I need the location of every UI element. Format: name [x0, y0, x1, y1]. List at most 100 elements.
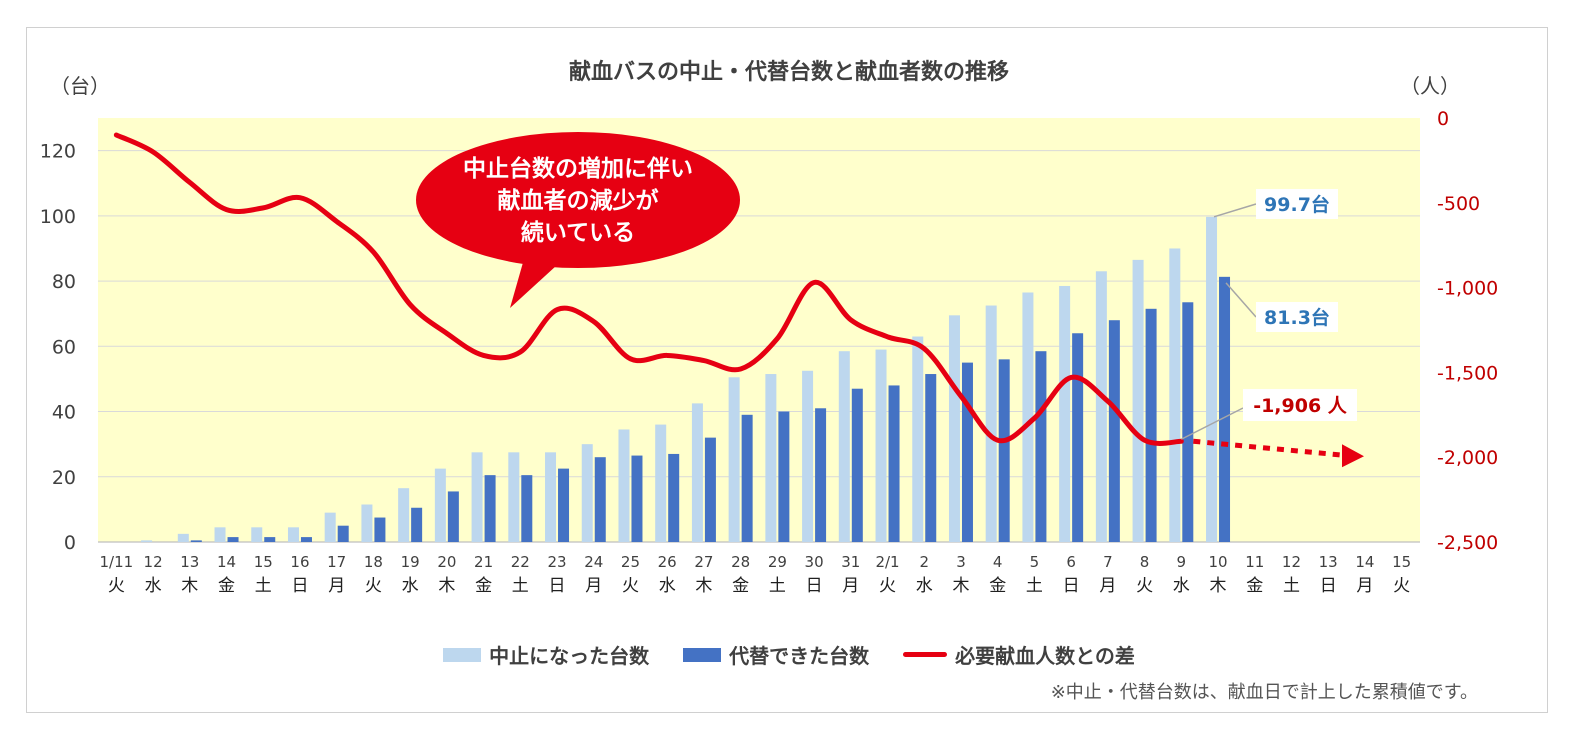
bar-substitute — [227, 537, 239, 542]
bar-cancel — [1206, 216, 1218, 542]
bar-cancel — [1059, 285, 1071, 542]
bar-substitute — [558, 468, 570, 542]
x-axis-ticks: 1/11火12水13木14金15土16日17月18火19水20木21金22土23… — [100, 553, 1412, 596]
x-tick-date: 17 — [327, 553, 346, 571]
donor-gap-line — [113, 132, 1184, 446]
x-tick-weekday: 水 — [916, 576, 933, 596]
x-tick-weekday: 木 — [181, 576, 198, 596]
bar-cancel — [618, 429, 630, 542]
bar-cancel — [691, 403, 703, 542]
bar-substitute — [337, 525, 349, 542]
bar-substitute — [778, 411, 790, 542]
x-tick-weekday: 月 — [1099, 576, 1116, 596]
bar-cancel — [508, 452, 520, 542]
bar-cancel — [434, 468, 446, 542]
chart-title: 献血バスの中止・代替台数と献血者数の推移 — [568, 60, 1009, 85]
x-tick-date: 19 — [401, 553, 420, 571]
svg-text:-1,906 人: -1,906 人 — [1253, 395, 1348, 417]
left-tick-label: 20 — [52, 467, 76, 489]
bar-cancel — [985, 305, 997, 542]
x-tick-weekday: 日 — [549, 576, 566, 596]
x-tick-weekday: 金 — [732, 576, 749, 596]
x-tick-date: 29 — [768, 553, 787, 571]
chart-frame — [26, 27, 1548, 713]
bar-substitute — [925, 374, 937, 542]
bar-substitute — [1182, 302, 1194, 542]
x-tick-weekday: 火 — [108, 576, 125, 596]
legend: 中止になった台数 代替できた台数 必要献血人数との差 — [0, 640, 1578, 669]
left-tick-label: 100 — [40, 206, 76, 228]
x-tick-weekday: 土 — [512, 576, 529, 596]
x-tick-date: 26 — [658, 553, 677, 571]
x-tick-date: 9 — [1177, 553, 1187, 571]
label-cancel-last: 99.7台 — [1213, 189, 1338, 219]
right-tick-label: -1,500 — [1437, 362, 1498, 384]
right-axis-ticks: 0 -500 -1,000 -1,500 -2,000 -2,500 — [1437, 108, 1498, 554]
x-tick-weekday: 月 — [1356, 576, 1373, 596]
x-tick-date: 2/1 — [875, 553, 899, 571]
bar-cancel — [765, 374, 777, 542]
bar-cancel — [471, 452, 483, 542]
bar-cancel — [838, 351, 850, 542]
x-tick-weekday: 金 — [218, 576, 235, 596]
x-tick-weekday: 木 — [695, 576, 712, 596]
bar-cancel — [581, 444, 593, 542]
right-axis-unit: （人） — [1400, 74, 1460, 98]
left-axis-ticks: 0 20 40 60 80 100 120 — [40, 141, 76, 554]
bar-substitute — [411, 507, 423, 542]
bar-substitute — [447, 491, 459, 542]
footnote: ※中止・代替台数は、献血日で計上した累積値です。 — [1050, 682, 1478, 703]
label-subst-last: 81.3台 — [1225, 282, 1338, 332]
bar-cancel — [324, 512, 336, 542]
plot-background — [98, 118, 1420, 542]
x-tick-weekday: 日 — [1320, 576, 1337, 596]
x-tick-date: 8 — [1140, 553, 1150, 571]
bar-substitute — [1072, 333, 1084, 542]
bar-cancel — [1022, 292, 1034, 542]
x-tick-weekday: 水 — [1173, 576, 1190, 596]
x-tick-weekday: 月 — [585, 576, 602, 596]
x-tick-date: 24 — [584, 553, 603, 571]
cancel-bars — [141, 216, 1218, 542]
x-tick-date: 16 — [290, 553, 309, 571]
label-line-last: -1,906 人 — [1180, 389, 1357, 440]
x-tick-date: 7 — [1103, 553, 1113, 571]
x-tick-weekday: 火 — [365, 576, 382, 596]
bar-substitute — [594, 457, 606, 542]
bar-cancel — [251, 527, 263, 542]
x-tick-date: 14 — [217, 553, 236, 571]
x-tick-date: 13 — [180, 553, 199, 571]
bar-substitute — [190, 540, 202, 542]
x-tick-date: 12 — [1282, 553, 1301, 571]
x-tick-date: 27 — [694, 553, 713, 571]
left-tick-label: 0 — [64, 532, 76, 554]
x-tick-weekday: 土 — [769, 576, 786, 596]
x-tick-date: 21 — [474, 553, 493, 571]
legend-item-gap: 必要献血人数との差 — [903, 640, 1135, 669]
bar-cancel — [545, 452, 557, 542]
x-tick-date: 4 — [993, 553, 1003, 571]
right-tick-label: -1,000 — [1437, 278, 1498, 300]
x-tick-weekday: 月 — [842, 576, 859, 596]
x-tick-weekday: 金 — [1246, 576, 1263, 596]
legend-item-substitute: 代替できた台数 — [683, 640, 869, 669]
x-tick-weekday: 木 — [1210, 576, 1227, 596]
bar-substitute — [961, 362, 973, 542]
x-tick-weekday: 水 — [659, 576, 676, 596]
x-tick-weekday: 金 — [989, 576, 1006, 596]
bar-substitute — [264, 537, 276, 542]
x-tick-weekday: 火 — [1136, 576, 1153, 596]
x-tick-date: 23 — [547, 553, 566, 571]
x-tick-date: 12 — [144, 553, 163, 571]
bar-substitute — [851, 388, 863, 542]
callout-line-3: 続いている — [521, 219, 635, 246]
bar-substitute — [521, 475, 533, 542]
x-tick-date: 13 — [1319, 553, 1338, 571]
bar-substitute — [374, 517, 386, 542]
bar-cancel — [214, 527, 226, 542]
x-tick-weekday: 土 — [1283, 576, 1300, 596]
bar-cancel — [1169, 248, 1181, 542]
bar-cancel — [1095, 271, 1107, 542]
x-tick-weekday: 火 — [879, 576, 896, 596]
bar-substitute — [631, 455, 643, 542]
